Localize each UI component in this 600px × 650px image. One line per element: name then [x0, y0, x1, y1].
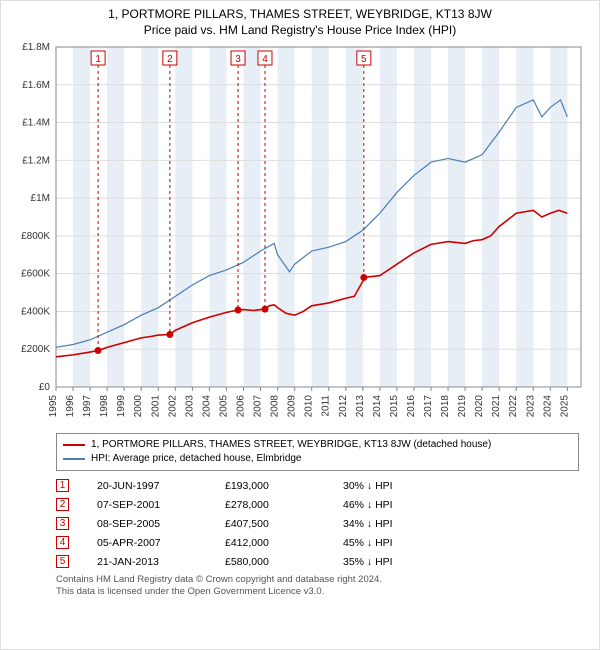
transaction-row: 5 21-JAN-2013 £580,000 35% ↓ HPI [56, 555, 579, 568]
svg-text:2012: 2012 [338, 395, 349, 418]
svg-text:2025: 2025 [559, 395, 570, 418]
svg-text:2001: 2001 [150, 395, 161, 418]
footer-line-2: This data is licensed under the Open Gov… [56, 586, 579, 598]
svg-text:2019: 2019 [457, 395, 468, 418]
svg-text:2005: 2005 [218, 395, 229, 418]
svg-text:2018: 2018 [440, 395, 451, 418]
svg-text:£400K: £400K [21, 306, 50, 317]
svg-text:2007: 2007 [253, 395, 264, 418]
svg-text:2011: 2011 [321, 395, 332, 417]
svg-text:£200K: £200K [21, 344, 50, 355]
svg-text:2023: 2023 [525, 395, 536, 418]
svg-text:£1.8M: £1.8M [22, 42, 50, 53]
footer-line-1: Contains HM Land Registry data © Crown c… [56, 574, 579, 586]
legend-label-property: 1, PORTMORE PILLARS, THAMES STREET, WEYB… [91, 438, 491, 452]
svg-text:2024: 2024 [542, 395, 553, 418]
svg-text:£1.2M: £1.2M [22, 155, 50, 166]
svg-text:2000: 2000 [133, 395, 144, 418]
plot-area: £0 £200K £400K £600K £800K £1M £1.2M £1.4M £1.6M… [1, 37, 600, 427]
svg-text:2008: 2008 [270, 395, 281, 418]
legend-item-hpi: HPI: Average price, detached house, Elmb… [63, 452, 572, 466]
footer: Contains HM Land Registry data © Crown c… [56, 574, 579, 599]
svg-text:2021: 2021 [491, 395, 502, 418]
svg-text:2: 2 [167, 54, 173, 65]
transactions-table: 1 20-JUN-1997 £193,000 30% ↓ HPI 2 07-SEP-200… [56, 479, 579, 568]
chart-subtitle: Price paid vs. HM Land Registry's House … [1, 21, 599, 37]
svg-text:5: 5 [361, 54, 367, 65]
transaction-marker: 2 [56, 498, 69, 511]
transaction-date: 07-SEP-2001 [97, 499, 197, 511]
svg-text:2004: 2004 [201, 395, 212, 418]
chart-title: 1, PORTMORE PILLARS, THAMES STREET, WEYB… [1, 1, 599, 21]
svg-text:4: 4 [262, 54, 268, 65]
transaction-pct: 30% ↓ HPI [343, 480, 453, 492]
transaction-marker: 4 [56, 536, 69, 549]
transaction-date: 20-JUN-1997 [97, 480, 197, 492]
transaction-marker: 5 [56, 555, 69, 568]
svg-text:2009: 2009 [287, 395, 298, 418]
svg-text:2003: 2003 [184, 395, 195, 418]
svg-text:2016: 2016 [406, 395, 417, 418]
legend-label-hpi: HPI: Average price, detached house, Elmb… [91, 452, 302, 466]
svg-text:2017: 2017 [423, 395, 434, 418]
transaction-date: 21-JAN-2013 [97, 556, 197, 568]
transaction-pct: 35% ↓ HPI [343, 556, 453, 568]
svg-text:1: 1 [95, 54, 101, 65]
svg-text:2010: 2010 [304, 395, 315, 418]
plot-svg: £0 £200K £400K £600K £800K £1M £1.2M £1.4M £1.6M… [1, 37, 600, 427]
legend-swatch-property [63, 444, 85, 446]
svg-text:£800K: £800K [21, 231, 50, 242]
svg-text:2015: 2015 [389, 395, 400, 418]
transaction-price: £278,000 [225, 499, 315, 511]
svg-text:£0: £0 [39, 382, 51, 393]
legend-swatch-hpi [63, 458, 85, 460]
transaction-marker: 3 [56, 517, 69, 530]
svg-text:£600K: £600K [21, 269, 50, 280]
legend: 1, PORTMORE PILLARS, THAMES STREET, WEYB… [56, 433, 579, 471]
transaction-date: 08-SEP-2005 [97, 518, 197, 530]
transaction-pct: 46% ↓ HPI [343, 499, 453, 511]
svg-text:2002: 2002 [167, 395, 178, 418]
svg-text:1998: 1998 [99, 395, 110, 418]
transaction-row: 3 08-SEP-2005 £407,500 34% ↓ HPI [56, 517, 579, 530]
transaction-date: 05-APR-2007 [97, 537, 197, 549]
svg-text:2022: 2022 [508, 395, 519, 418]
transaction-price: £407,500 [225, 518, 315, 530]
transaction-row: 2 07-SEP-2001 £278,000 46% ↓ HPI [56, 498, 579, 511]
svg-text:2013: 2013 [355, 395, 366, 418]
svg-text:1996: 1996 [65, 395, 76, 418]
transaction-row: 4 05-APR-2007 £412,000 45% ↓ HPI [56, 536, 579, 549]
svg-text:2020: 2020 [474, 395, 485, 418]
svg-text:£1M: £1M [31, 193, 50, 204]
svg-text:£1.4M: £1.4M [22, 118, 50, 129]
transaction-price: £412,000 [225, 537, 315, 549]
chart-container: 1, PORTMORE PILLARS, THAMES STREET, WEYB… [0, 0, 600, 650]
transaction-pct: 45% ↓ HPI [343, 537, 453, 549]
svg-text:2014: 2014 [372, 395, 383, 418]
legend-item-property: 1, PORTMORE PILLARS, THAMES STREET, WEYB… [63, 438, 572, 452]
transaction-marker: 1 [56, 479, 69, 492]
svg-text:1997: 1997 [82, 395, 93, 418]
svg-text:£1.6M: £1.6M [22, 80, 50, 91]
svg-text:3: 3 [235, 54, 241, 65]
transaction-price: £193,000 [225, 480, 315, 492]
transaction-pct: 34% ↓ HPI [343, 518, 453, 530]
svg-text:1999: 1999 [116, 395, 127, 418]
transaction-row: 1 20-JUN-1997 £193,000 30% ↓ HPI [56, 479, 579, 492]
transaction-price: £580,000 [225, 556, 315, 568]
svg-text:2006: 2006 [236, 395, 247, 418]
svg-text:1995: 1995 [48, 395, 59, 418]
